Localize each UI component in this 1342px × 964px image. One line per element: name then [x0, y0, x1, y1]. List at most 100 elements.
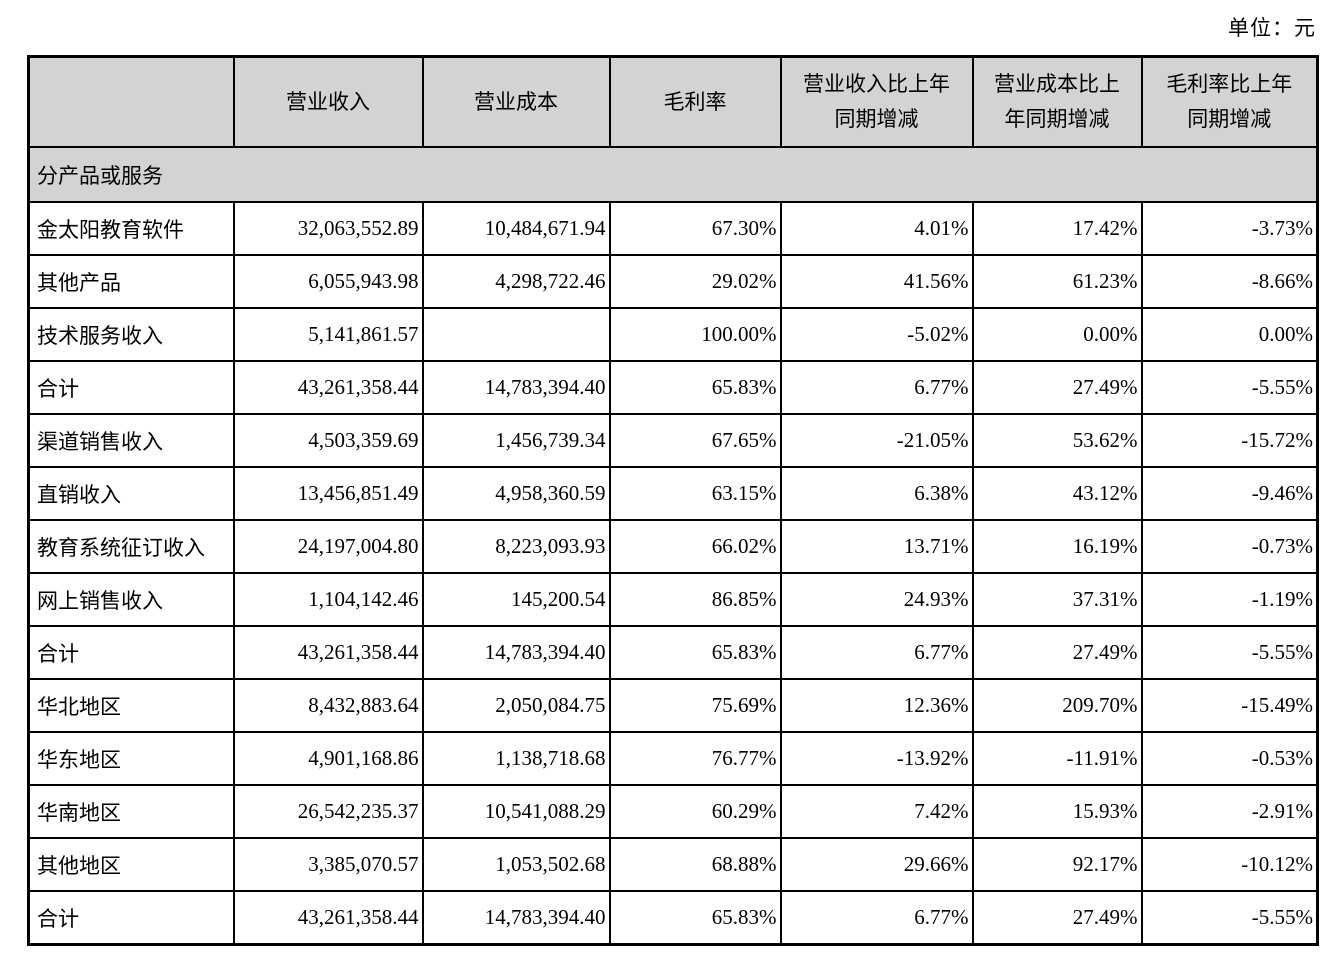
margin-yoy-cell: -15.72% — [1140, 413, 1319, 468]
revenue-yoy-cell: 7.42% — [779, 784, 974, 839]
revenue-cell: 8,432,883.64 — [232, 678, 424, 733]
cost-cell: 2,050,084.75 — [421, 678, 611, 733]
margin-yoy-cell: -0.73% — [1140, 519, 1319, 574]
row-label-cell: 华北地区 — [27, 678, 235, 733]
margin-yoy-cell: 0.00% — [1140, 307, 1319, 362]
table-body: 分产品或服务 金太阳教育软件 32,063,552.89 10,484,671.… — [27, 146, 1319, 946]
revenue-yoy-cell: 41.56% — [779, 254, 974, 309]
row-label-cell: 技术服务收入 — [27, 307, 235, 362]
revenue-yoy-cell: -5.02% — [779, 307, 974, 362]
revenue-cell: 4,503,359.69 — [232, 413, 424, 468]
cost-cell: 1,456,739.34 — [421, 413, 611, 468]
gross-margin-cell: 68.88% — [608, 837, 782, 892]
table-row: 其他产品 6,055,943.98 4,298,722.46 29.02% 41… — [27, 254, 1319, 309]
row-label-cell: 合计 — [27, 890, 235, 946]
cost-cell: 145,200.54 — [421, 572, 611, 627]
revenue-cell: 3,385,070.57 — [232, 837, 424, 892]
unit-label: 单位：元 — [1228, 16, 1316, 40]
table-row: 华东地区 4,901,168.86 1,138,718.68 76.77% -1… — [27, 731, 1319, 786]
cost-yoy-cell: 209.70% — [971, 678, 1143, 733]
cost-yoy-cell: 17.42% — [971, 201, 1143, 256]
revenue-yoy-cell: 6.38% — [779, 466, 974, 521]
gross-margin-cell: 66.02% — [608, 519, 782, 574]
gross-margin-cell: 60.29% — [608, 784, 782, 839]
row-label-cell: 华东地区 — [27, 731, 235, 786]
table-row: 直销收入 13,456,851.49 4,958,360.59 63.15% 6… — [27, 466, 1319, 521]
col-header-margin-yoy: 毛利率比上年 同期增减 — [1140, 55, 1319, 148]
gross-margin-cell: 65.83% — [608, 625, 782, 680]
margin-yoy-cell: -9.46% — [1140, 466, 1319, 521]
row-label-cell: 渠道销售收入 — [27, 413, 235, 468]
cost-yoy-cell: 43.12% — [971, 466, 1143, 521]
revenue-yoy-cell: 6.77% — [779, 360, 974, 415]
revenue-yoy-cell: 6.77% — [779, 625, 974, 680]
revenue-cell: 1,104,142.46 — [232, 572, 424, 627]
revenue-cell: 6,055,943.98 — [232, 254, 424, 309]
cost-cell: 10,541,088.29 — [421, 784, 611, 839]
table-row: 渠道销售收入 4,503,359.69 1,456,739.34 67.65% … — [27, 413, 1319, 468]
revenue-yoy-cell: 13.71% — [779, 519, 974, 574]
row-label-cell: 直销收入 — [27, 466, 235, 521]
table-row: 金太阳教育软件 32,063,552.89 10,484,671.94 67.3… — [27, 201, 1319, 256]
table-row: 合计 43,261,358.44 14,783,394.40 65.83% 6.… — [27, 360, 1319, 415]
table-header-row: 营业收入 营业成本 毛利率 营业收入比上年 同期增减 营业成本比上 年同期增减 … — [27, 55, 1319, 148]
cost-cell: 8,223,093.93 — [421, 519, 611, 574]
cost-cell: 14,783,394.40 — [421, 360, 611, 415]
margin-yoy-cell: -8.66% — [1140, 254, 1319, 309]
table-row: 教育系统征订收入 24,197,004.80 8,223,093.93 66.0… — [27, 519, 1319, 574]
cost-cell: 1,138,718.68 — [421, 731, 611, 786]
cost-yoy-cell: -11.91% — [971, 731, 1143, 786]
row-label-cell: 华南地区 — [27, 784, 235, 839]
row-label-cell: 教育系统征订收入 — [27, 519, 235, 574]
table-row: 华南地区 26,542,235.37 10,541,088.29 60.29% … — [27, 784, 1319, 839]
cost-yoy-cell: 15.93% — [971, 784, 1143, 839]
revenue-cell: 24,197,004.80 — [232, 519, 424, 574]
row-label-cell: 其他地区 — [27, 837, 235, 892]
col-header-revenue-yoy: 营业收入比上年 同期增减 — [779, 55, 974, 148]
revenue-cell: 43,261,358.44 — [232, 625, 424, 680]
margin-yoy-cell: -2.91% — [1140, 784, 1319, 839]
revenue-cell: 5,141,861.57 — [232, 307, 424, 362]
section-row: 分产品或服务 — [27, 146, 1319, 203]
gross-margin-cell: 63.15% — [608, 466, 782, 521]
cost-cell: 1,053,502.68 — [421, 837, 611, 892]
cost-yoy-cell: 37.31% — [971, 572, 1143, 627]
cost-yoy-cell: 27.49% — [971, 890, 1143, 946]
col-header-cost: 营业成本 — [421, 55, 611, 148]
table-row: 其他地区 3,385,070.57 1,053,502.68 68.88% 29… — [27, 837, 1319, 892]
cost-cell: 4,958,360.59 — [421, 466, 611, 521]
cost-yoy-cell: 53.62% — [971, 413, 1143, 468]
table-header: 营业收入 营业成本 毛利率 营业收入比上年 同期增减 营业成本比上 年同期增减 … — [27, 55, 1319, 148]
gross-margin-cell: 65.83% — [608, 890, 782, 946]
revenue-yoy-cell: 24.93% — [779, 572, 974, 627]
row-label-cell: 网上销售收入 — [27, 572, 235, 627]
cost-yoy-cell: 61.23% — [971, 254, 1143, 309]
margin-yoy-cell: -10.12% — [1140, 837, 1319, 892]
cost-yoy-cell: 27.49% — [971, 360, 1143, 415]
row-label-cell: 合计 — [27, 625, 235, 680]
margin-yoy-cell: -1.19% — [1140, 572, 1319, 627]
revenue-cell: 43,261,358.44 — [232, 890, 424, 946]
col-header-revenue: 营业收入 — [232, 55, 424, 148]
revenue-yoy-cell: 4.01% — [779, 201, 974, 256]
revenue-yoy-cell: -13.92% — [779, 731, 974, 786]
col-header-gross-margin: 毛利率 — [608, 55, 782, 148]
row-label-cell: 其他产品 — [27, 254, 235, 309]
col-header-cost-yoy: 营业成本比上 年同期增减 — [971, 55, 1143, 148]
cost-yoy-cell: 27.49% — [971, 625, 1143, 680]
margin-yoy-cell: -5.55% — [1140, 625, 1319, 680]
revenue-cell: 26,542,235.37 — [232, 784, 424, 839]
gross-margin-cell: 75.69% — [608, 678, 782, 733]
financial-segment-table: 营业收入 营业成本 毛利率 营业收入比上年 同期增减 营业成本比上 年同期增减 … — [27, 55, 1319, 946]
gross-margin-cell: 29.02% — [608, 254, 782, 309]
revenue-cell: 32,063,552.89 — [232, 201, 424, 256]
cost-yoy-cell: 16.19% — [971, 519, 1143, 574]
revenue-yoy-cell: 12.36% — [779, 678, 974, 733]
cost-cell: 14,783,394.40 — [421, 890, 611, 946]
revenue-cell: 13,456,851.49 — [232, 466, 424, 521]
row-label-cell: 合计 — [27, 360, 235, 415]
gross-margin-cell: 67.30% — [608, 201, 782, 256]
revenue-yoy-cell: -21.05% — [779, 413, 974, 468]
revenue-cell: 4,901,168.86 — [232, 731, 424, 786]
margin-yoy-cell: -5.55% — [1140, 360, 1319, 415]
